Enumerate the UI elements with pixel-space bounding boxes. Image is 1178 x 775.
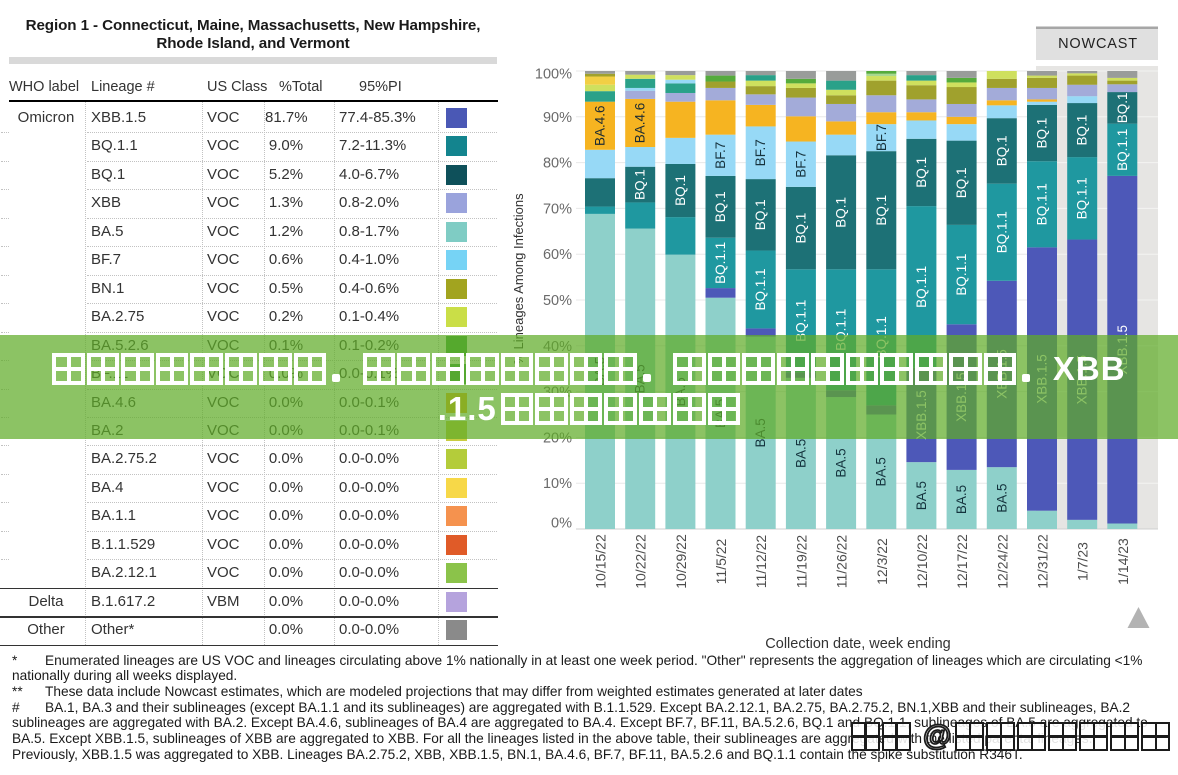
svg-text:70%: 70% <box>543 201 572 217</box>
svg-text:BQ.1: BQ.1 <box>994 136 1009 167</box>
svg-text:BF.7: BF.7 <box>874 124 889 151</box>
svg-text:BQ.1: BQ.1 <box>673 175 688 206</box>
svg-text:BA.5: BA.5 <box>994 483 1009 512</box>
svg-text:1/14/23: 1/14/23 <box>1115 538 1131 585</box>
svg-text:BF.7: BF.7 <box>753 139 768 166</box>
svg-text:BQ.1: BQ.1 <box>874 195 889 226</box>
svg-text:BA.5: BA.5 <box>834 448 849 477</box>
svg-text:BQ.1.1: BQ.1.1 <box>1115 129 1130 171</box>
svg-text:BQ.1.1: BQ.1.1 <box>793 300 808 342</box>
svg-text:BQ.1: BQ.1 <box>954 167 969 198</box>
svg-text:BA.4.6: BA.4.6 <box>633 103 648 144</box>
svg-text:80%: 80% <box>543 156 572 172</box>
svg-text:NOWCAST: NOWCAST <box>1058 36 1138 52</box>
svg-text:BA.5: BA.5 <box>793 439 808 468</box>
svg-text:10/29/22: 10/29/22 <box>673 534 689 589</box>
svg-text:Collection date, week ending: Collection date, week ending <box>765 636 950 652</box>
svg-text:12/24/22: 12/24/22 <box>994 534 1010 589</box>
svg-text:BA.5: BA.5 <box>874 457 889 486</box>
svg-text:BQ.1: BQ.1 <box>834 197 849 228</box>
svg-text:BQ.1.1: BQ.1.1 <box>753 268 768 310</box>
svg-text:BQ.1.1: BQ.1.1 <box>954 254 969 296</box>
svg-text:12/31/22: 12/31/22 <box>1035 534 1051 589</box>
svg-text:11/26/22: 11/26/22 <box>834 535 850 589</box>
svg-text:BQ.1: BQ.1 <box>914 157 929 188</box>
svg-text:BQ.1: BQ.1 <box>1115 93 1130 124</box>
svg-text:12/10/22: 12/10/22 <box>914 534 930 589</box>
svg-text:BQ.1: BQ.1 <box>1035 118 1050 149</box>
svg-text:1/7/23: 1/7/23 <box>1075 542 1091 581</box>
svg-text:100%: 100% <box>535 67 572 83</box>
svg-text:BQ.1.1: BQ.1.1 <box>914 266 929 308</box>
svg-text:90%: 90% <box>543 110 572 126</box>
svg-text:12/3/22: 12/3/22 <box>874 538 890 585</box>
svg-text:11/12/22: 11/12/22 <box>753 535 769 589</box>
svg-text:BQ.1: BQ.1 <box>793 213 808 244</box>
svg-text:BQ.1: BQ.1 <box>753 199 768 230</box>
svg-text:BQ.1: BQ.1 <box>713 191 728 222</box>
svg-text:% Lineages Among Infections: % Lineages Among Infections <box>511 193 526 365</box>
svg-text:BQ.1: BQ.1 <box>633 169 648 200</box>
svg-text:BA.5: BA.5 <box>914 481 929 510</box>
svg-text:BF.7: BF.7 <box>793 151 808 178</box>
svg-text:BQ.1.1: BQ.1.1 <box>994 211 1009 253</box>
svg-text:BQ.1: BQ.1 <box>1075 115 1090 146</box>
svg-text:0%: 0% <box>551 516 572 532</box>
svg-text:11/19/22: 11/19/22 <box>793 535 809 589</box>
svg-text:10%: 10% <box>543 476 572 492</box>
svg-text:50%: 50% <box>543 293 572 309</box>
svg-text:10/22/22: 10/22/22 <box>633 534 649 589</box>
svg-text:60%: 60% <box>543 247 572 263</box>
svg-text:BA.4.6: BA.4.6 <box>593 105 608 146</box>
svg-text:BQ.1.1: BQ.1.1 <box>1035 183 1050 225</box>
svg-text:10/15/22: 10/15/22 <box>593 534 609 589</box>
svg-text:BQ.1.1: BQ.1.1 <box>713 242 728 284</box>
svg-text:BF.7: BF.7 <box>713 142 728 169</box>
svg-text:BA.5: BA.5 <box>954 485 969 514</box>
svg-text:11/5/22: 11/5/22 <box>713 538 729 584</box>
svg-text:12/17/22: 12/17/22 <box>954 534 970 589</box>
svg-text:BQ.1.1: BQ.1.1 <box>1075 177 1090 219</box>
